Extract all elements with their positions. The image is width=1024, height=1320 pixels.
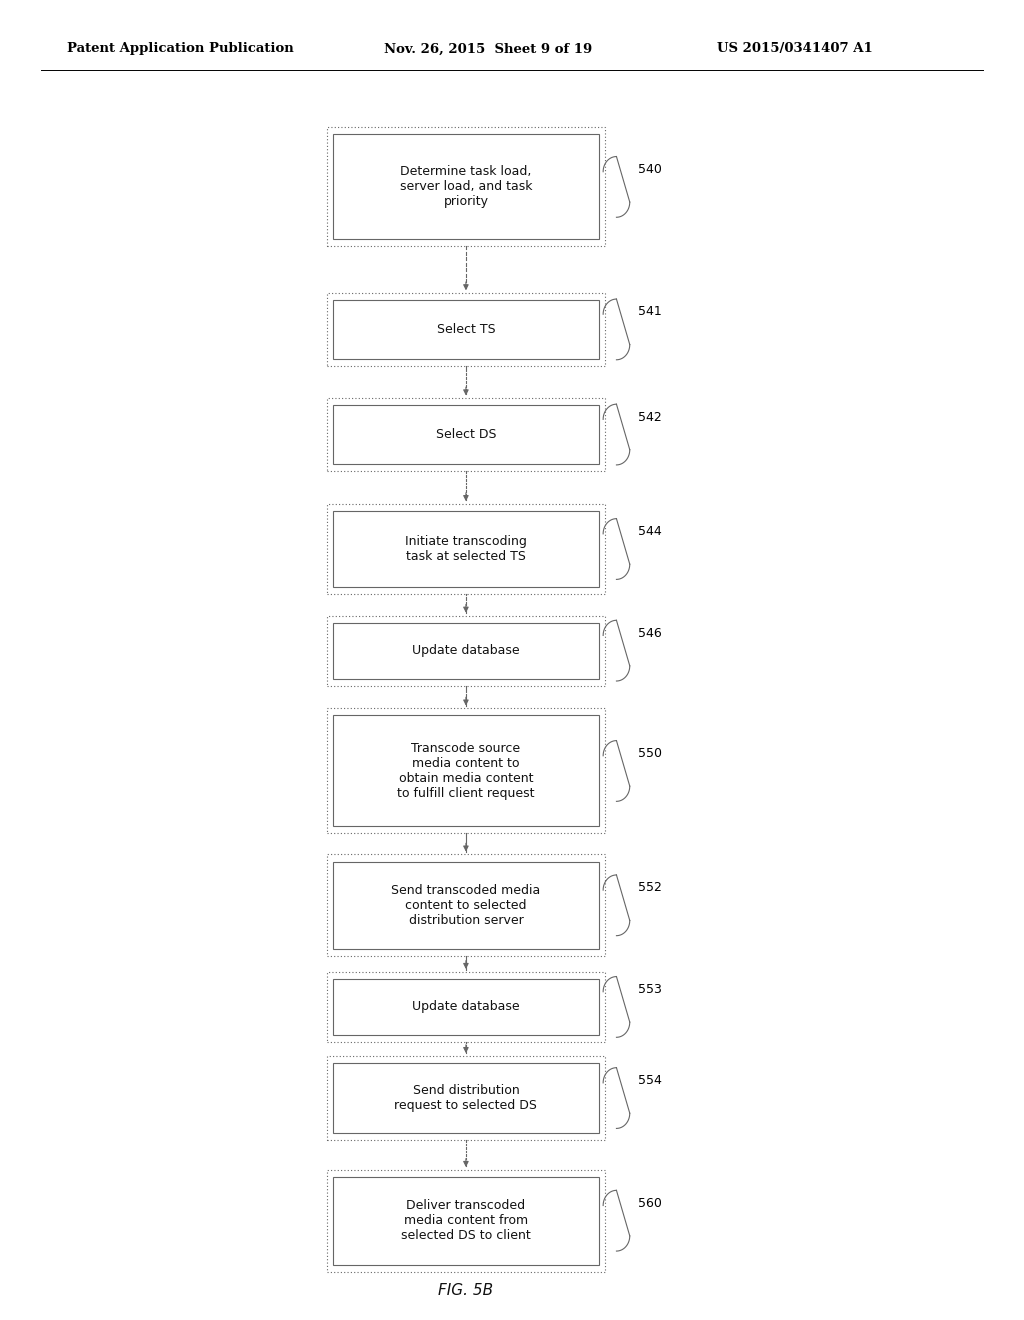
Bar [327, 293, 605, 366]
Text: Deliver transcoded
media content from
selected DS to client: Deliver transcoded media content from se… [401, 1199, 530, 1242]
Bar [333, 1177, 599, 1265]
Bar [333, 300, 599, 359]
Text: 541: 541 [638, 305, 662, 318]
Text: 554: 554 [638, 1074, 662, 1088]
Text: Select DS: Select DS [435, 428, 497, 441]
Bar [333, 979, 599, 1035]
Bar [333, 862, 599, 949]
Text: 552: 552 [638, 882, 662, 894]
Text: Transcode source
media content to
obtain media content
to fulfill client request: Transcode source media content to obtain… [397, 742, 535, 800]
Bar [327, 709, 605, 833]
Text: 550: 550 [638, 747, 662, 760]
Text: Update database: Update database [412, 644, 520, 657]
Bar [327, 127, 605, 247]
Text: Patent Application Publication: Patent Application Publication [67, 42, 293, 55]
Text: Update database: Update database [412, 1001, 520, 1014]
Bar [327, 854, 605, 956]
Bar [333, 623, 599, 678]
Text: 553: 553 [638, 983, 662, 995]
Bar [327, 1170, 605, 1271]
Bar [333, 1063, 599, 1133]
Text: FIG. 5B: FIG. 5B [438, 1283, 494, 1299]
Bar [327, 399, 605, 471]
Text: 560: 560 [638, 1197, 662, 1209]
Bar [333, 715, 599, 826]
Text: US 2015/0341407 A1: US 2015/0341407 A1 [717, 42, 872, 55]
Bar [333, 511, 599, 587]
Text: Send transcoded media
content to selected
distribution server: Send transcoded media content to selecte… [391, 884, 541, 927]
Text: Send distribution
request to selected DS: Send distribution request to selected DS [394, 1084, 538, 1111]
Bar [333, 405, 599, 463]
Text: 540: 540 [638, 162, 662, 176]
Text: 544: 544 [638, 525, 662, 539]
Bar [327, 1056, 605, 1140]
Text: 542: 542 [638, 411, 662, 424]
Text: Nov. 26, 2015  Sheet 9 of 19: Nov. 26, 2015 Sheet 9 of 19 [384, 42, 592, 55]
Bar [333, 135, 599, 239]
Bar [327, 504, 605, 594]
Text: Initiate transcoding
task at selected TS: Initiate transcoding task at selected TS [404, 535, 527, 564]
Text: Determine task load,
server load, and task
priority: Determine task load, server load, and ta… [399, 165, 532, 209]
Bar [327, 972, 605, 1041]
Bar [327, 615, 605, 685]
Text: 546: 546 [638, 627, 662, 640]
Text: Select TS: Select TS [436, 323, 496, 335]
